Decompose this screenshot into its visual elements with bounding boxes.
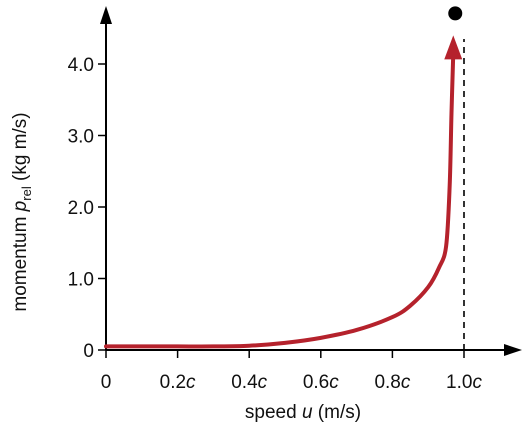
x-tick-number: 0.4 (231, 372, 258, 393)
x-tick-number: 0 (101, 372, 112, 393)
y-axis-title-suffix: (kg m/s) (10, 112, 31, 186)
x-tick-unit: c (401, 372, 411, 393)
x-tick-label: 0.8c (374, 372, 410, 393)
x-axis-arrowhead (504, 344, 522, 356)
x-tick-number: 0.6 (303, 372, 329, 393)
x-tick-number: 0.8 (374, 372, 400, 393)
x-axis-title: speed u (m/s) (245, 402, 361, 423)
x-tick-unit: c (258, 372, 268, 393)
x-tick-label: 0.6c (303, 372, 339, 393)
x-tick-unit: c (186, 372, 196, 393)
y-tick-label: 1.0 (68, 270, 94, 291)
x-tick-label: 0 (101, 372, 112, 393)
y-tick-label: 2.0 (68, 198, 94, 219)
y-axis-title: momentum prel (kg m/s) (10, 112, 34, 311)
x-tick-number: 1.0 (446, 372, 472, 393)
y-tick-label: 3.0 (68, 127, 94, 148)
x-tick-unit: c (472, 372, 482, 393)
y-axis-arrowhead (100, 6, 112, 24)
x-axis-title-prefix: speed (245, 402, 302, 423)
curve-arrowhead (444, 35, 463, 60)
momentum-curve (104, 51, 456, 349)
x-tick-label: 0.2c (160, 372, 196, 393)
y-axis-title-subscript: rel (19, 186, 34, 201)
x-tick-unit: c (329, 372, 339, 393)
y-axis-title-variable: p (10, 201, 31, 213)
x-axis-title-variable: u (302, 402, 313, 423)
y-tick-label: 0 (83, 341, 94, 362)
x-tick-label: 0.4c (231, 372, 267, 393)
endpoint-dot (448, 6, 463, 21)
x-axis-title-suffix: (m/s) (313, 402, 362, 423)
y-tick-label: 4.0 (68, 55, 94, 76)
y-axis-title-prefix: momentum (10, 211, 31, 311)
x-tick-number: 0.2 (160, 372, 186, 393)
x-tick-label: 1.0c (446, 372, 482, 393)
